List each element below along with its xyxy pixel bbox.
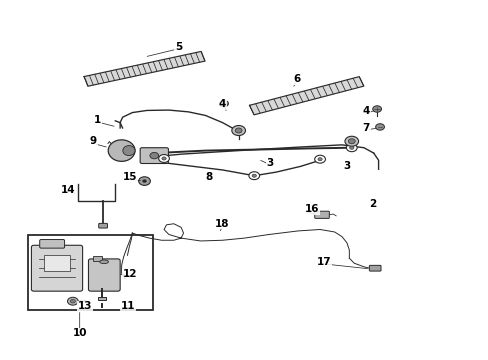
Bar [98, 297, 105, 300]
FancyBboxPatch shape [31, 245, 82, 291]
Ellipse shape [122, 145, 135, 156]
Text: 1: 1 [93, 115, 101, 125]
Bar [27, 234, 153, 310]
Text: 6: 6 [293, 74, 300, 84]
Text: 17: 17 [316, 257, 330, 267]
Circle shape [139, 177, 150, 185]
Circle shape [158, 154, 169, 162]
Text: 15: 15 [122, 172, 137, 182]
Text: 4: 4 [219, 99, 226, 109]
Ellipse shape [100, 260, 108, 264]
FancyBboxPatch shape [368, 265, 380, 271]
Circle shape [349, 146, 353, 149]
Circle shape [248, 172, 259, 180]
Polygon shape [84, 51, 204, 86]
FancyBboxPatch shape [140, 148, 168, 163]
FancyBboxPatch shape [88, 259, 120, 291]
Text: 8: 8 [205, 172, 213, 182]
Circle shape [235, 128, 242, 133]
Text: 9: 9 [90, 136, 97, 146]
Text: 4: 4 [362, 106, 369, 116]
Circle shape [346, 144, 356, 152]
Circle shape [344, 136, 358, 146]
Text: 3: 3 [266, 158, 273, 168]
Circle shape [150, 152, 158, 159]
Circle shape [67, 297, 78, 305]
Text: 5: 5 [175, 42, 182, 51]
Circle shape [231, 126, 245, 135]
Text: 10: 10 [72, 328, 87, 338]
Text: 2: 2 [368, 199, 375, 210]
FancyBboxPatch shape [99, 224, 107, 228]
Text: 18: 18 [215, 219, 229, 229]
Text: 12: 12 [122, 269, 137, 279]
Circle shape [219, 100, 228, 107]
Text: 11: 11 [121, 301, 136, 311]
Circle shape [317, 158, 322, 161]
Text: 13: 13 [77, 301, 92, 311]
Circle shape [375, 124, 384, 130]
Circle shape [142, 180, 146, 183]
Ellipse shape [108, 140, 135, 161]
Circle shape [252, 174, 256, 177]
Circle shape [162, 157, 166, 160]
Text: 16: 16 [304, 204, 318, 215]
Circle shape [314, 155, 325, 163]
Text: 3: 3 [343, 161, 350, 171]
FancyBboxPatch shape [40, 239, 64, 248]
Text: 14: 14 [61, 185, 75, 195]
Bar [43, 255, 70, 271]
FancyBboxPatch shape [314, 211, 329, 219]
Circle shape [347, 139, 354, 144]
Text: 7: 7 [362, 123, 369, 133]
Circle shape [70, 300, 75, 303]
Circle shape [372, 106, 381, 112]
Polygon shape [249, 77, 363, 115]
Bar [93, 256, 102, 261]
